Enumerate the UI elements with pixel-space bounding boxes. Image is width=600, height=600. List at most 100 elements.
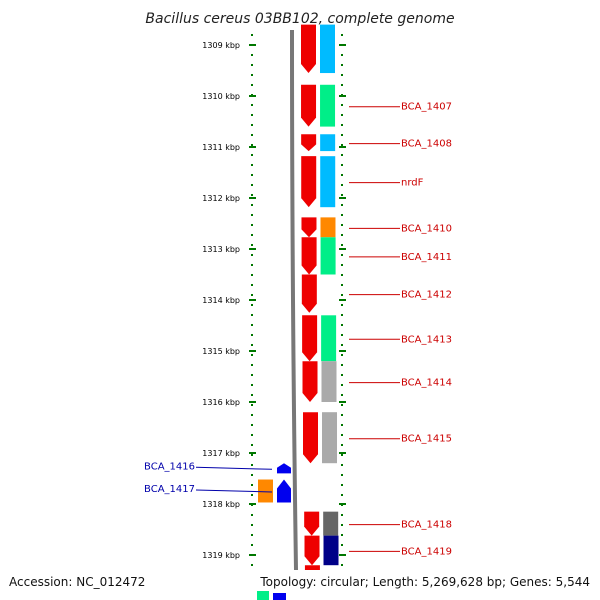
right-ruler-dot <box>341 144 343 146</box>
left-ruler-dot <box>251 294 253 296</box>
right-ruler-dot <box>341 484 343 486</box>
kbp-tick-mark <box>249 95 256 97</box>
kbp-tick-mark-right <box>339 197 346 199</box>
kbp-tick-mark <box>249 452 256 454</box>
right-ruler-dot <box>341 304 343 306</box>
right-ruler-dot <box>341 134 343 136</box>
gene-label: BCA_1413 <box>401 334 452 345</box>
left-ruler-dot <box>251 54 253 56</box>
left-ruler-dot <box>251 64 253 66</box>
kbp-tick-mark-right <box>339 554 346 556</box>
genome-summary-text: Topology: circular; Length: 5,269,628 bp… <box>259 575 590 589</box>
left-ruler-dot <box>251 344 253 346</box>
right-ruler-dot <box>341 184 343 186</box>
right-ruler-dot <box>341 434 343 436</box>
kbp-tick-mark-right <box>339 95 346 97</box>
forward-gene-arrow <box>301 217 317 238</box>
left-ruler-dot <box>251 184 253 186</box>
right-ruler-dot <box>341 374 343 376</box>
forward-gene-arrow <box>301 274 317 313</box>
genome-backbone <box>290 30 298 571</box>
left-ruler-dot <box>251 314 253 316</box>
left-ruler-dot <box>251 444 253 446</box>
left-ruler-dot <box>251 324 253 326</box>
right-ruler-dot <box>341 464 343 466</box>
right-ruler-dot <box>341 194 343 196</box>
right-ruler-dot <box>341 494 343 496</box>
kbp-tick-label: 1318 kbp <box>202 500 240 509</box>
gene-track <box>258 24 339 578</box>
gene-label: BCA_1414 <box>401 378 452 389</box>
right-ruler-dot <box>341 544 343 546</box>
right-ruler-dot <box>341 534 343 536</box>
reverse-gene-arrow <box>273 593 286 600</box>
right-ruler-dot <box>341 34 343 36</box>
gene-label: BCA_1411 <box>401 252 452 263</box>
right-ruler-dot <box>341 114 343 116</box>
right-ruler-dot <box>341 244 343 246</box>
kbp-tick-label: 1316 kbp <box>202 398 240 407</box>
kbp-tick-mark-right <box>339 248 346 250</box>
forward-gene-arrow <box>304 511 320 536</box>
gene-label: BCA_1415 <box>401 434 452 445</box>
left-ruler-dot <box>251 114 253 116</box>
left-ruler-dot <box>251 154 253 156</box>
right-ruler-dot <box>341 154 343 156</box>
kbp-tick-mark <box>249 44 256 46</box>
left-ruler-dot <box>251 464 253 466</box>
left-ruler-dot <box>251 284 253 286</box>
left-ruler-dot <box>251 134 253 136</box>
gene-label: BCA_1417 <box>144 484 195 495</box>
footer-backdrop <box>0 570 600 600</box>
left-ruler-dot <box>251 104 253 106</box>
left-ruler-dot <box>251 264 253 266</box>
gene-label: BCA_1407 <box>401 102 452 113</box>
cog-category-block <box>320 24 336 74</box>
cog-category-block <box>320 134 336 152</box>
right-ruler-dot <box>341 314 343 316</box>
right-ruler-dot <box>341 224 343 226</box>
kbp-tick-mark <box>249 197 256 199</box>
right-ruler-dot <box>341 204 343 206</box>
right-ruler-dot <box>341 54 343 56</box>
cog-category-block <box>321 315 337 362</box>
right-ruler-dot <box>341 64 343 66</box>
kbp-tick-mark <box>249 146 256 148</box>
right-ruler-dot <box>341 264 343 266</box>
kbp-tick-mark <box>249 248 256 250</box>
left-ruler-dot <box>251 374 253 376</box>
left-ruler-dot <box>251 84 253 86</box>
forward-gene-arrow <box>301 134 317 152</box>
right-ruler-dot <box>341 84 343 86</box>
reverse-gene-arrow <box>277 479 291 503</box>
left-ruler-dot <box>251 414 253 416</box>
kbp-tick-label: 1317 kbp <box>202 449 240 458</box>
cog-category-block <box>320 156 336 208</box>
cog-category-block <box>257 591 269 600</box>
gene-label: BCA_1412 <box>401 290 452 301</box>
right-ruler-dot <box>341 444 343 446</box>
cog-category-block <box>321 361 337 402</box>
left-ruler-dot <box>251 164 253 166</box>
left-ruler-dot <box>251 364 253 366</box>
left-ruler-dot <box>251 564 253 566</box>
cog-category-block <box>322 412 338 464</box>
gene-labels: BCA_1407 BCA_1408 nrdF BCA_1410 BCA_1411 BCA_… <box>144 102 452 558</box>
right-ruler-dot <box>341 514 343 516</box>
left-ruler-dot <box>251 214 253 216</box>
left-ruler-dot <box>251 534 253 536</box>
right-ruler-dot <box>341 354 343 356</box>
next-genes-peek <box>257 591 286 600</box>
right-ruler-dot <box>341 104 343 106</box>
kbp-tick-label: 1312 kbp <box>202 194 240 203</box>
left-ruler-dot <box>251 234 253 236</box>
right-ruler-dot <box>341 324 343 326</box>
left-ruler-dot <box>251 484 253 486</box>
left-ruler-dot <box>251 274 253 276</box>
left-ruler-dot <box>251 224 253 226</box>
left-ruler-dot <box>251 354 253 356</box>
right-ruler-dot <box>341 524 343 526</box>
cog-category-block <box>323 511 339 536</box>
left-ruler-dot <box>251 454 253 456</box>
forward-gene-arrow <box>301 24 317 74</box>
